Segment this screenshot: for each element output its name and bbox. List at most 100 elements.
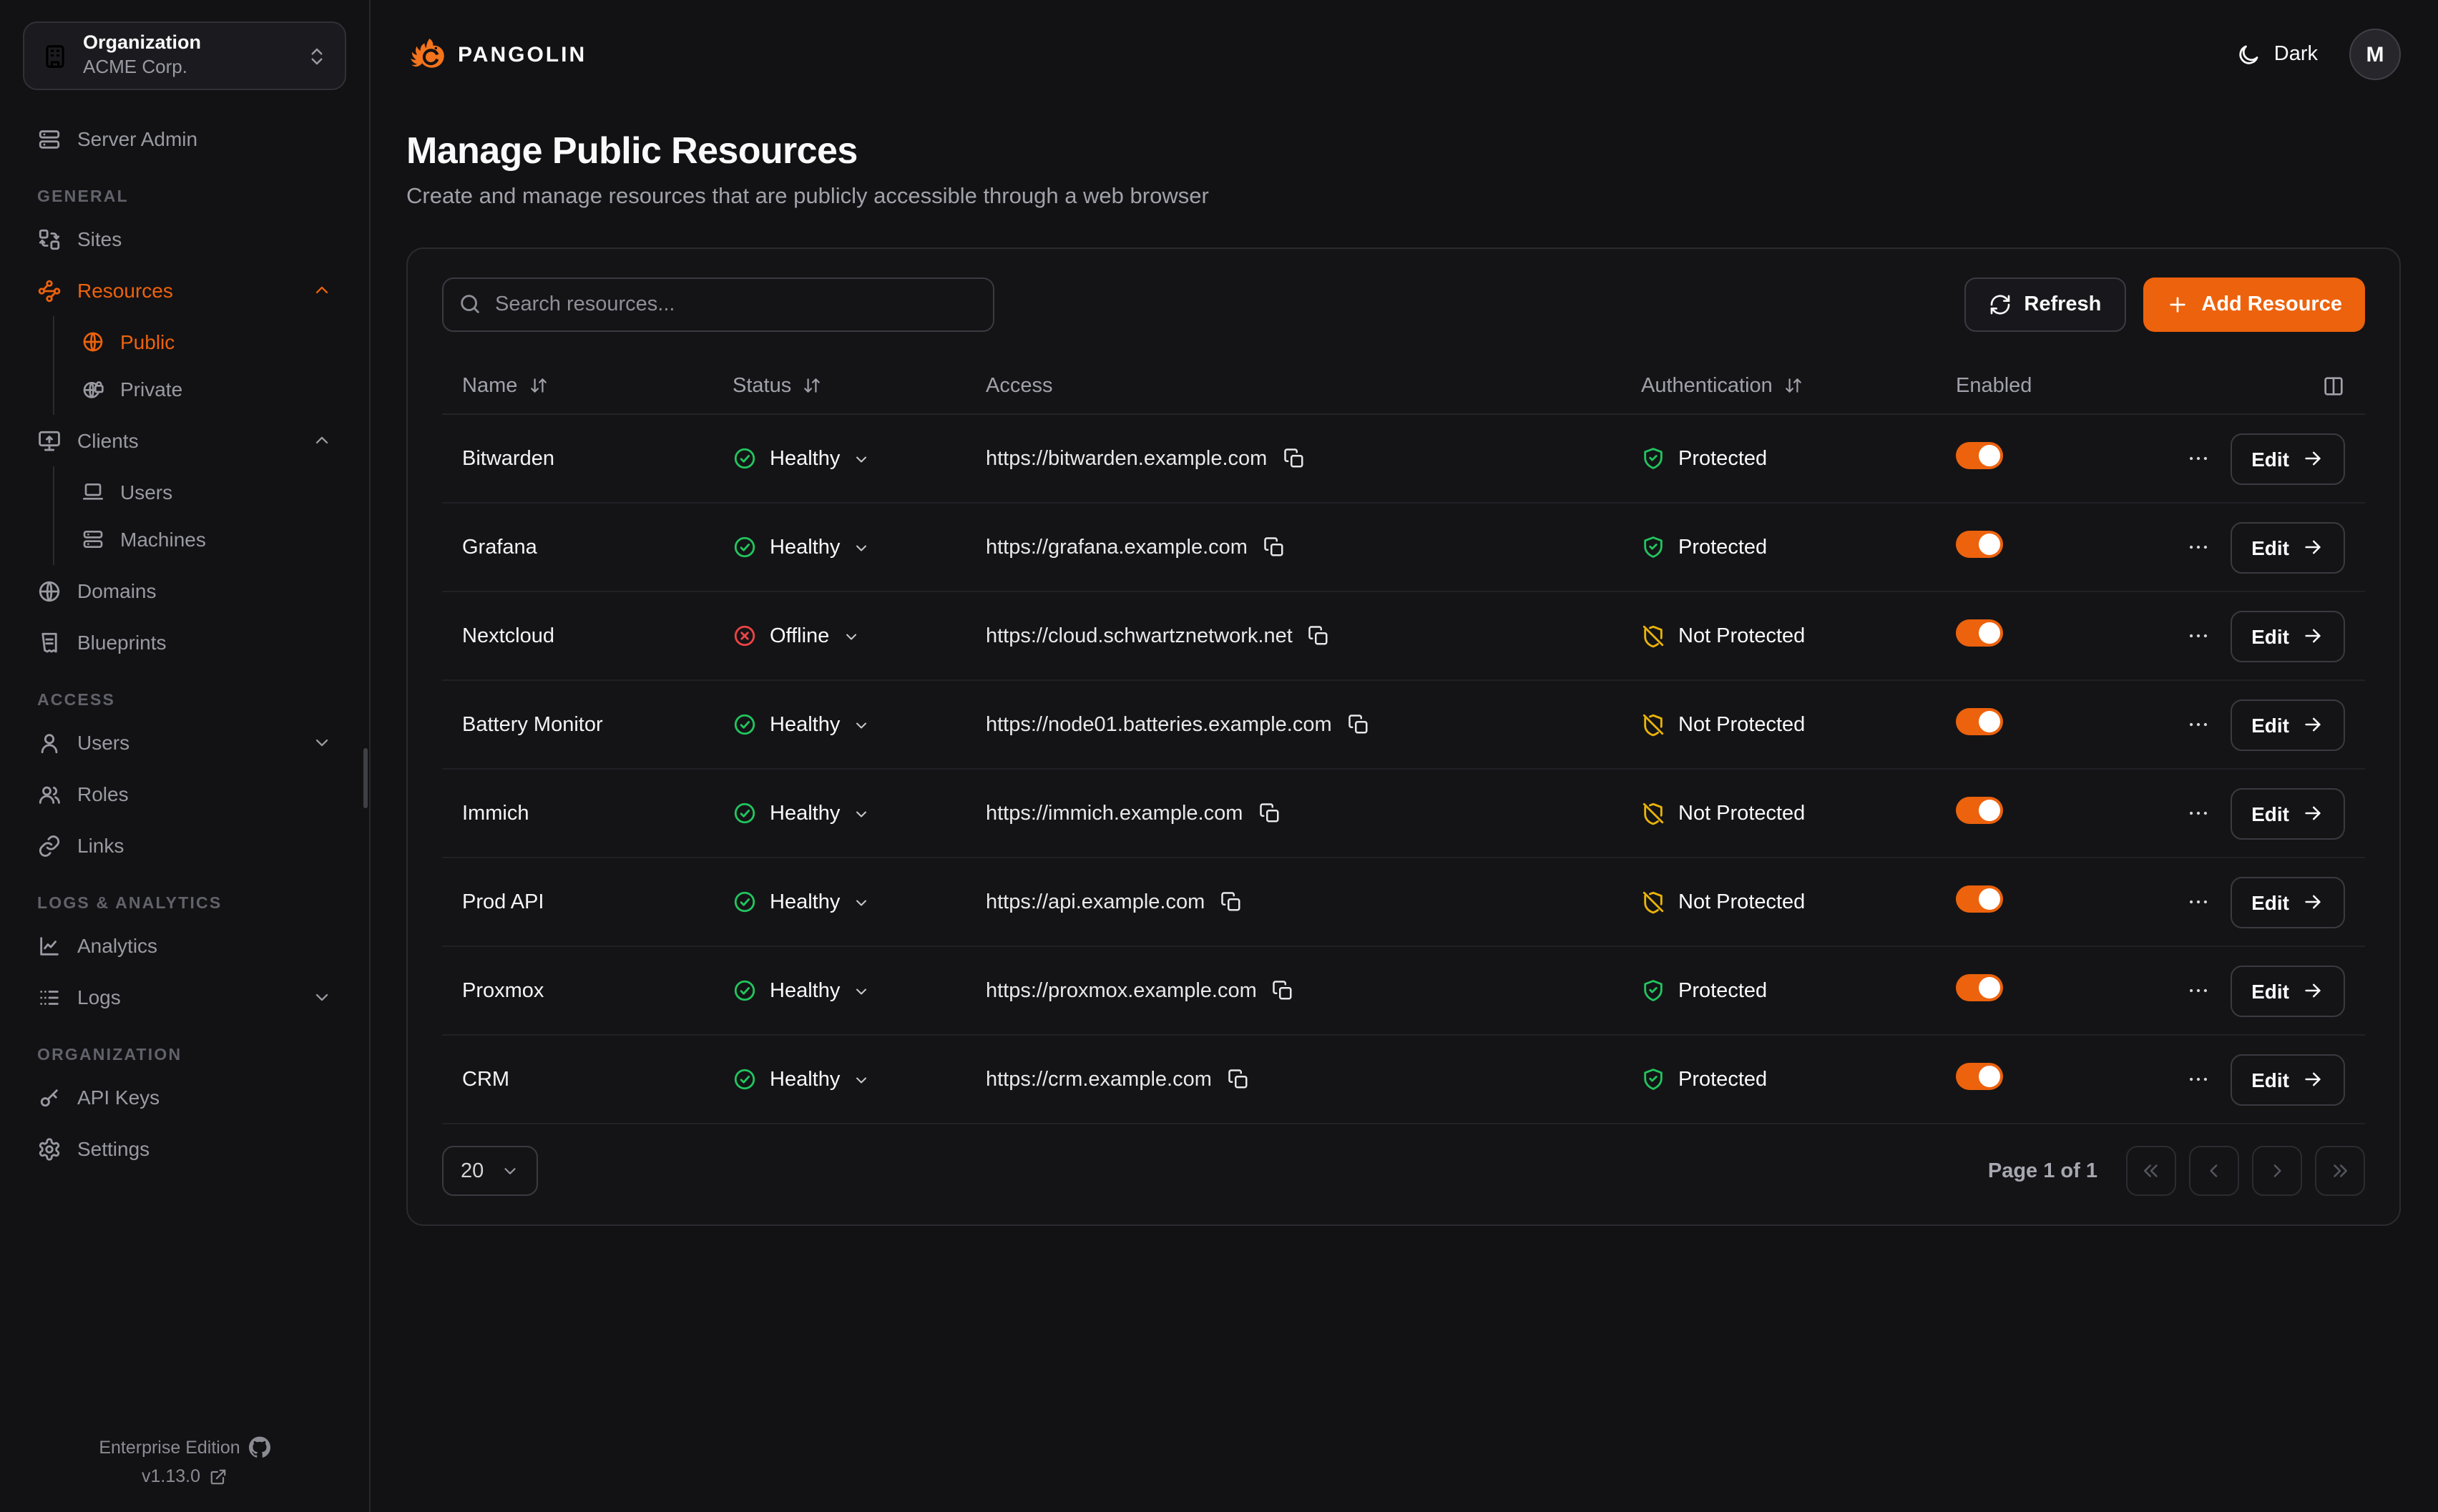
theme-toggle[interactable]: Dark xyxy=(2237,42,2318,67)
ellipsis-icon xyxy=(2188,1076,2208,1082)
sidebar-item-logs[interactable]: Logs xyxy=(23,976,346,1018)
sidebar-item-analytics[interactable]: Analytics xyxy=(23,924,346,967)
sidebar-item-server-admin[interactable]: Server Admin xyxy=(23,117,346,160)
copy-icon xyxy=(1348,715,1368,734)
edit-button[interactable]: Edit xyxy=(2230,433,2345,484)
status-dropdown[interactable]: Healthy xyxy=(733,1067,986,1091)
copy-url-button[interactable] xyxy=(1283,448,1304,469)
edit-button[interactable]: Edit xyxy=(2230,876,2345,928)
sidebar-item-domains[interactable]: Domains xyxy=(23,569,346,612)
edit-button[interactable]: Edit xyxy=(2230,521,2345,573)
section-label-general: GENERAL xyxy=(37,189,129,206)
next-page-button[interactable] xyxy=(2252,1146,2302,1196)
arrow-right-icon xyxy=(2305,1072,2321,1086)
chevron-up-icon xyxy=(315,286,328,294)
sidebar-item-client-users[interactable]: Users xyxy=(67,471,346,514)
org-label: Organization xyxy=(83,31,202,54)
last-page-button[interactable] xyxy=(2315,1146,2365,1196)
status-dropdown[interactable]: Healthy xyxy=(733,712,986,737)
sidebar-item-api-keys[interactable]: API Keys xyxy=(23,1076,346,1119)
table-row: Grafana Healthy https://grafana.example.… xyxy=(442,504,2365,592)
brand[interactable]: PANGOLIN xyxy=(406,35,587,74)
search-input[interactable] xyxy=(442,278,994,332)
enabled-toggle[interactable] xyxy=(1956,619,2003,647)
github-icon[interactable] xyxy=(248,1436,270,1458)
sidebar-item-resources[interactable]: Resources xyxy=(23,269,346,312)
page-size-select[interactable]: 20 xyxy=(442,1146,539,1196)
table-row: Nextcloud Offline https://cloud.schwartz… xyxy=(442,592,2365,681)
edit-button[interactable]: Edit xyxy=(2230,699,2345,750)
enabled-toggle[interactable] xyxy=(1956,885,2003,913)
prev-page-button[interactable] xyxy=(2189,1146,2239,1196)
enabled-toggle[interactable] xyxy=(1956,1063,2003,1090)
add-resource-button[interactable]: Add Resource xyxy=(2143,278,2365,332)
chart-line-icon xyxy=(40,936,59,955)
row-menu-button[interactable] xyxy=(2180,441,2216,476)
status-dropdown[interactable]: Offline xyxy=(733,624,986,648)
server-icon xyxy=(39,129,60,148)
sidebar-item-users[interactable]: Users xyxy=(23,721,346,764)
sidebar-item-blueprints[interactable]: Blueprints xyxy=(23,621,346,664)
row-menu-button[interactable] xyxy=(2180,884,2216,920)
plus-icon xyxy=(2169,297,2185,313)
copy-url-button[interactable] xyxy=(1258,802,1280,824)
row-menu-button[interactable] xyxy=(2180,707,2216,742)
sidebar-item-links[interactable]: Links xyxy=(23,824,346,867)
table-row: Immich Healthy https://immich.example.co… xyxy=(442,770,2365,858)
status-dropdown[interactable]: Healthy xyxy=(733,978,986,1003)
sidebar-item-public[interactable]: Public xyxy=(67,320,346,363)
row-menu-button[interactable] xyxy=(2180,618,2216,654)
globe-icon xyxy=(83,332,103,352)
refresh-button[interactable]: Refresh xyxy=(1964,278,2126,332)
avatar[interactable]: M xyxy=(2349,29,2401,80)
edit-button[interactable]: Edit xyxy=(2230,787,2345,839)
authentication-status: Not Protected xyxy=(1641,624,1956,648)
circle-check-icon xyxy=(734,980,755,1001)
first-page-button[interactable] xyxy=(2126,1146,2176,1196)
sidebar-item-settings[interactable]: Settings xyxy=(23,1127,346,1170)
status-dropdown[interactable]: Healthy xyxy=(733,535,986,559)
authentication-status: Protected xyxy=(1641,1067,1956,1091)
sidebar-item-clients[interactable]: Clients xyxy=(23,419,346,462)
row-menu-button[interactable] xyxy=(2180,529,2216,565)
copy-url-button[interactable] xyxy=(1348,714,1369,735)
sidebar-item-roles[interactable]: Roles xyxy=(23,772,346,815)
sidebar-item-machines[interactable]: Machines xyxy=(67,518,346,561)
gear-icon xyxy=(39,1137,60,1160)
copy-url-button[interactable] xyxy=(1263,536,1285,558)
users-icon xyxy=(39,785,60,803)
copy-url-button[interactable] xyxy=(1228,1069,1249,1090)
enabled-toggle[interactable] xyxy=(1956,974,2003,1001)
status-dropdown[interactable]: Healthy xyxy=(733,890,986,914)
enabled-toggle[interactable] xyxy=(1956,797,2003,824)
row-menu-button[interactable] xyxy=(2180,795,2216,831)
org-switcher[interactable]: Organization ACME Corp. xyxy=(23,21,346,90)
enabled-toggle[interactable] xyxy=(1956,531,2003,558)
column-header-authentication[interactable]: Authentication xyxy=(1641,374,1956,397)
copy-url-button[interactable] xyxy=(1220,891,1242,913)
edit-button[interactable]: Edit xyxy=(2230,1054,2345,1105)
chevron-down-icon xyxy=(856,899,867,905)
edit-button[interactable]: Edit xyxy=(2230,610,2345,662)
columns-icon[interactable] xyxy=(2322,374,2345,397)
row-menu-button[interactable] xyxy=(2180,973,2216,1008)
column-header-status[interactable]: Status xyxy=(733,374,986,397)
sidebar-footer: Enterprise Edition v1.13.0 xyxy=(23,1428,346,1495)
enabled-toggle[interactable] xyxy=(1956,708,2003,735)
copy-url-button[interactable] xyxy=(1308,625,1330,647)
sidebar-scrollbar[interactable] xyxy=(363,748,368,808)
row-menu-button[interactable] xyxy=(2180,1061,2216,1097)
link-icon xyxy=(39,835,60,856)
column-header-name[interactable]: Name xyxy=(462,374,733,397)
copy-url-button[interactable] xyxy=(1273,980,1294,1001)
sidebar-item-private[interactable]: Private xyxy=(67,368,346,411)
status-dropdown[interactable]: Healthy xyxy=(733,801,986,825)
sidebar-item-sites[interactable]: Sites xyxy=(23,217,346,260)
edit-button[interactable]: Edit xyxy=(2230,965,2345,1016)
enabled-toggle[interactable] xyxy=(1956,442,2003,469)
pagination: 20 Page 1 of 1 xyxy=(442,1146,2365,1196)
table-row: Prod API Healthy https://api.example.com… xyxy=(442,858,2365,947)
external-link-icon[interactable] xyxy=(209,1467,227,1486)
arrow-right-icon xyxy=(2305,806,2321,820)
status-dropdown[interactable]: Healthy xyxy=(733,446,986,471)
